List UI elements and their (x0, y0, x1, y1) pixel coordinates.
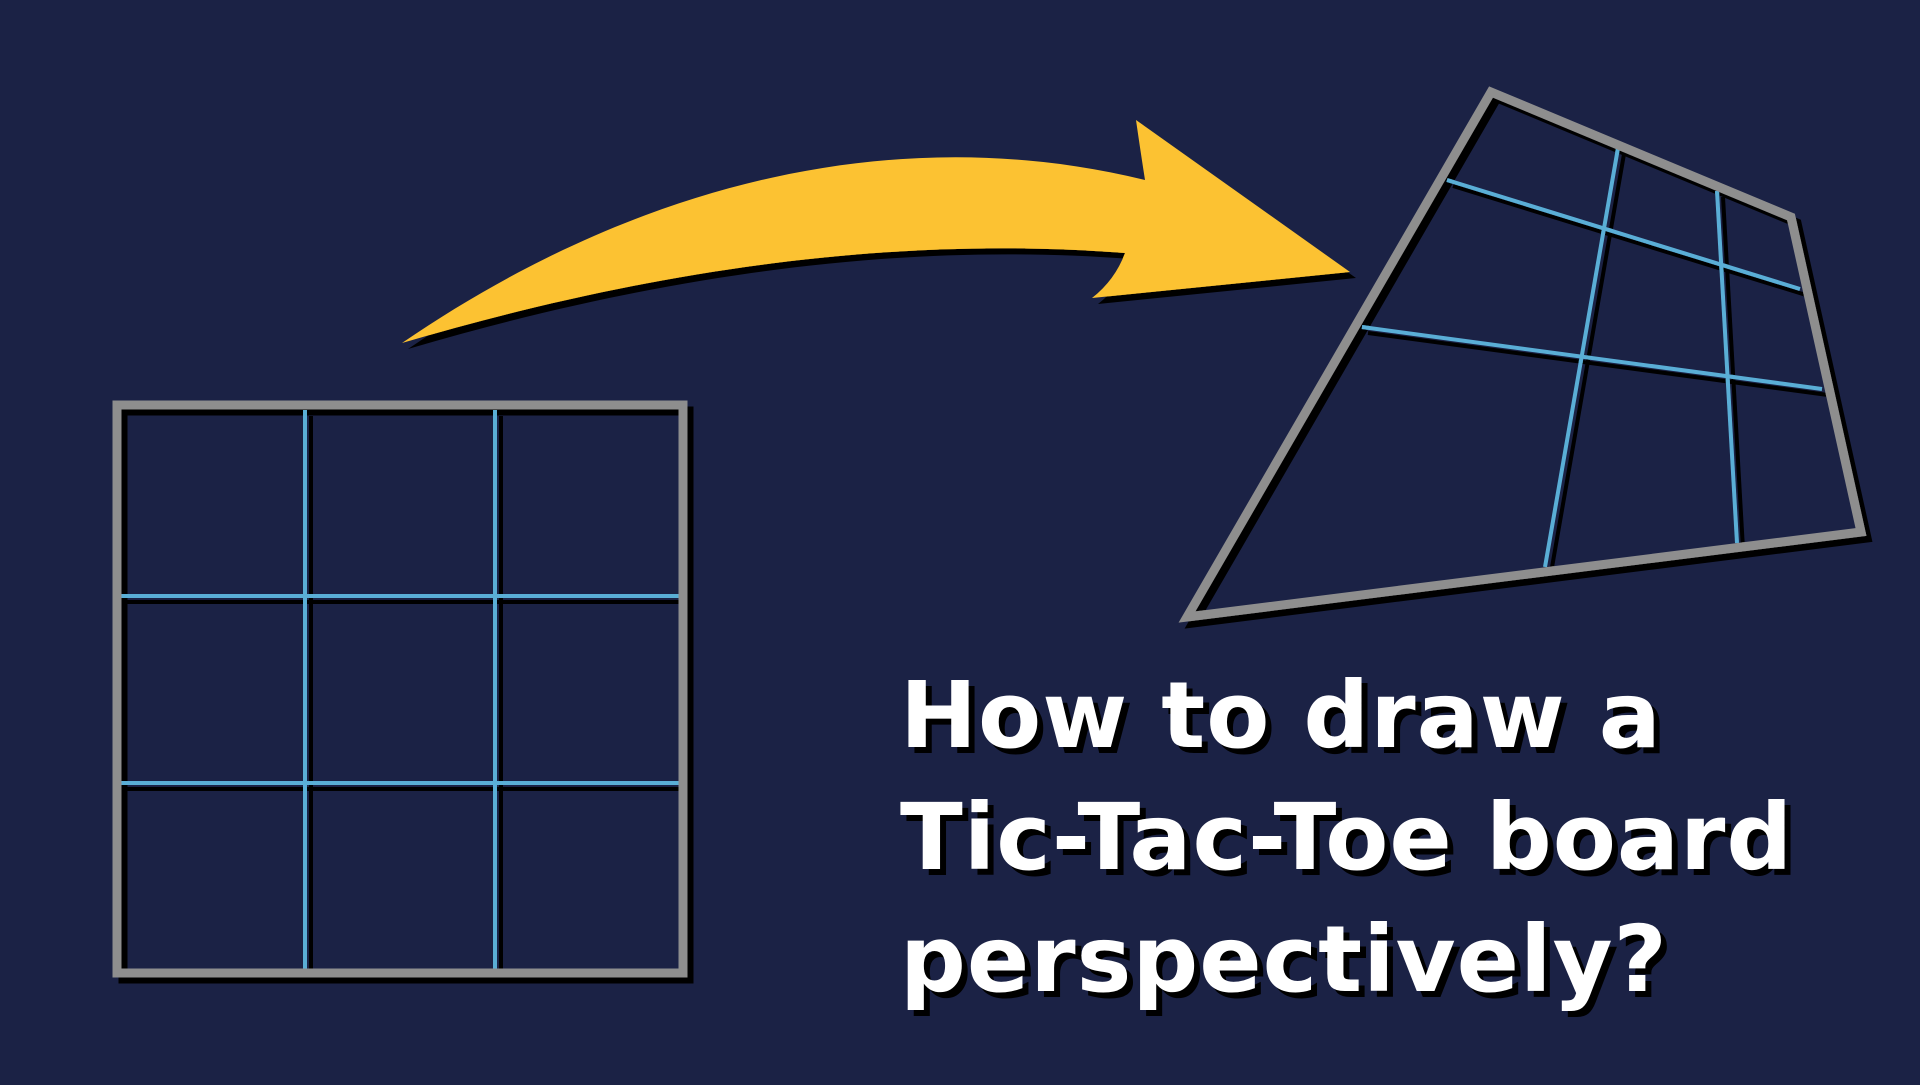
flat-board-frame (112, 400, 688, 978)
page-title: How to draw a Tic-Tac-Toe board perspect… (900, 655, 1793, 1021)
flat-board (112, 400, 688, 978)
title-line-3: perspectively? (900, 906, 1668, 1013)
curved-arrow-icon (402, 120, 1350, 343)
perspective-board (1178, 86, 1867, 623)
perspective-grid-line-4 (1715, 190, 1739, 544)
perspective-grid-line-1 (1446, 178, 1801, 291)
perspective-grid-line-2 (1361, 325, 1823, 391)
perspective-grid-line-3 (1543, 147, 1620, 568)
title-line-1: How to draw a (900, 662, 1662, 769)
perspective-board-frame (1178, 86, 1867, 623)
title-line-2: Tic-Tac-Toe board (900, 784, 1794, 891)
